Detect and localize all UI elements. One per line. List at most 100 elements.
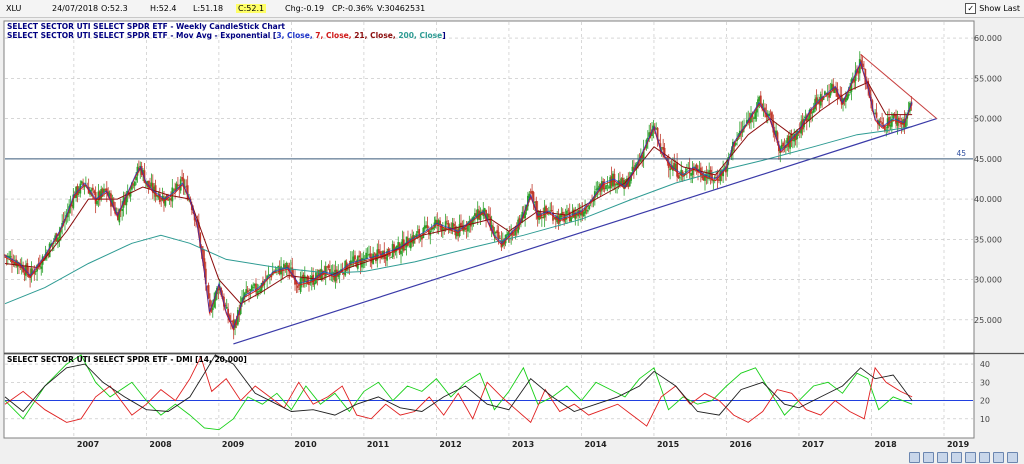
candle-body bbox=[400, 250, 402, 255]
candle-body bbox=[885, 129, 888, 131]
candle-body bbox=[425, 225, 428, 228]
candle-body bbox=[533, 202, 536, 203]
candle-body bbox=[847, 94, 850, 97]
candle-body bbox=[379, 251, 381, 255]
candle-body bbox=[609, 177, 612, 189]
candle-body bbox=[567, 209, 570, 211]
dmi-title: SELECT SECTOR UTI SELECT SPDR ETF - DMI … bbox=[7, 355, 247, 364]
candle-body bbox=[91, 187, 94, 190]
dmi-tick-label: 10 bbox=[980, 415, 990, 424]
candle-body bbox=[524, 211, 527, 219]
candle-body bbox=[691, 168, 694, 175]
candle-body bbox=[206, 286, 209, 288]
candle-body bbox=[177, 184, 179, 186]
candle-body bbox=[257, 290, 260, 292]
candle-body bbox=[704, 175, 706, 181]
candle-body bbox=[324, 266, 327, 277]
candle-body bbox=[94, 192, 97, 204]
change-pct-value: CP:-0.36% bbox=[332, 4, 374, 13]
candle-body bbox=[595, 189, 598, 191]
candle-body bbox=[135, 176, 137, 181]
high-value: H:52.4 bbox=[150, 4, 177, 13]
candle-body bbox=[790, 134, 793, 139]
horizontal-line-label: 45 bbox=[956, 149, 966, 158]
candle-body bbox=[23, 272, 26, 275]
candle-body bbox=[575, 213, 578, 215]
candle-body bbox=[185, 185, 188, 187]
candle-body bbox=[231, 321, 234, 323]
save-button[interactable] bbox=[979, 452, 990, 463]
candle-body bbox=[545, 205, 547, 213]
candle-body bbox=[227, 308, 230, 318]
candle-body bbox=[373, 252, 376, 254]
price-panel[interactable] bbox=[3, 20, 975, 354]
show-last-checkbox[interactable]: ✓ bbox=[965, 3, 977, 14]
candle-body bbox=[568, 211, 571, 222]
candle-body bbox=[156, 195, 158, 197]
zoom-out-button[interactable] bbox=[923, 452, 934, 463]
show-last-toggle[interactable]: ✓ Show Last bbox=[965, 2, 1020, 15]
print-button[interactable] bbox=[937, 452, 948, 463]
candle-body bbox=[660, 147, 663, 149]
candle-body bbox=[623, 180, 626, 189]
candle-body bbox=[295, 282, 298, 285]
candle-body bbox=[439, 220, 441, 225]
candle-body bbox=[769, 113, 772, 115]
candle-body bbox=[752, 117, 755, 119]
candle-body bbox=[559, 214, 561, 222]
candle-body bbox=[476, 209, 479, 220]
candle-body bbox=[624, 180, 627, 188]
candle-body bbox=[600, 181, 603, 191]
candle-body bbox=[58, 232, 61, 239]
candle-body bbox=[814, 98, 817, 110]
candle-body bbox=[197, 222, 200, 233]
year-tick-label: 2007 bbox=[77, 440, 99, 449]
candle-body bbox=[440, 225, 443, 231]
candle-body bbox=[531, 190, 533, 195]
ema21-legend: 21, Close, bbox=[354, 31, 398, 40]
candle-body bbox=[804, 116, 807, 118]
change-value: Chg:-0.19 bbox=[285, 4, 325, 13]
year-tick-label: 2012 bbox=[439, 440, 461, 449]
candle-body bbox=[794, 136, 797, 141]
candle-body bbox=[395, 245, 398, 250]
candle-body bbox=[224, 304, 227, 307]
candle-body bbox=[574, 212, 577, 220]
help-button[interactable] bbox=[1007, 452, 1018, 463]
candle-body bbox=[474, 213, 476, 217]
candle-body bbox=[782, 142, 784, 147]
candle-body bbox=[577, 210, 580, 217]
candle-body bbox=[207, 285, 210, 299]
candle-body bbox=[121, 208, 124, 212]
price-tick-label: 40.000 bbox=[974, 195, 1002, 204]
candle-body bbox=[485, 210, 487, 220]
ema3-legend: 3, Close, bbox=[276, 31, 315, 40]
candle-body bbox=[415, 233, 418, 238]
candle-body bbox=[584, 207, 586, 214]
candle-body bbox=[40, 266, 43, 269]
candle-body bbox=[175, 183, 178, 190]
candle-body bbox=[108, 192, 111, 197]
candle-body bbox=[437, 220, 440, 225]
candle-body bbox=[896, 118, 899, 126]
candle-body bbox=[401, 239, 404, 250]
candle-body bbox=[388, 252, 391, 256]
settings-button[interactable] bbox=[965, 452, 976, 463]
candle-body bbox=[270, 275, 273, 278]
candle-body bbox=[334, 269, 337, 282]
candle-body bbox=[490, 224, 493, 228]
candle-body bbox=[267, 274, 270, 276]
candle-body bbox=[857, 70, 860, 74]
candle-body bbox=[493, 232, 496, 234]
uptrend-line bbox=[233, 118, 937, 345]
candle-body bbox=[157, 196, 160, 198]
copy-button[interactable] bbox=[951, 452, 962, 463]
candle-body bbox=[130, 182, 133, 190]
candle-body bbox=[631, 166, 634, 172]
candle-body bbox=[659, 143, 662, 150]
zoom-in-button[interactable] bbox=[909, 452, 920, 463]
chart-canvas[interactable]: 45 25.000 30.000 35.000 40.000 45.000 50.000 5… bbox=[0, 17, 1024, 464]
export-button[interactable] bbox=[993, 452, 1004, 463]
price-tick-label: 35.000 bbox=[974, 235, 1002, 244]
ema3-line bbox=[4, 61, 913, 329]
